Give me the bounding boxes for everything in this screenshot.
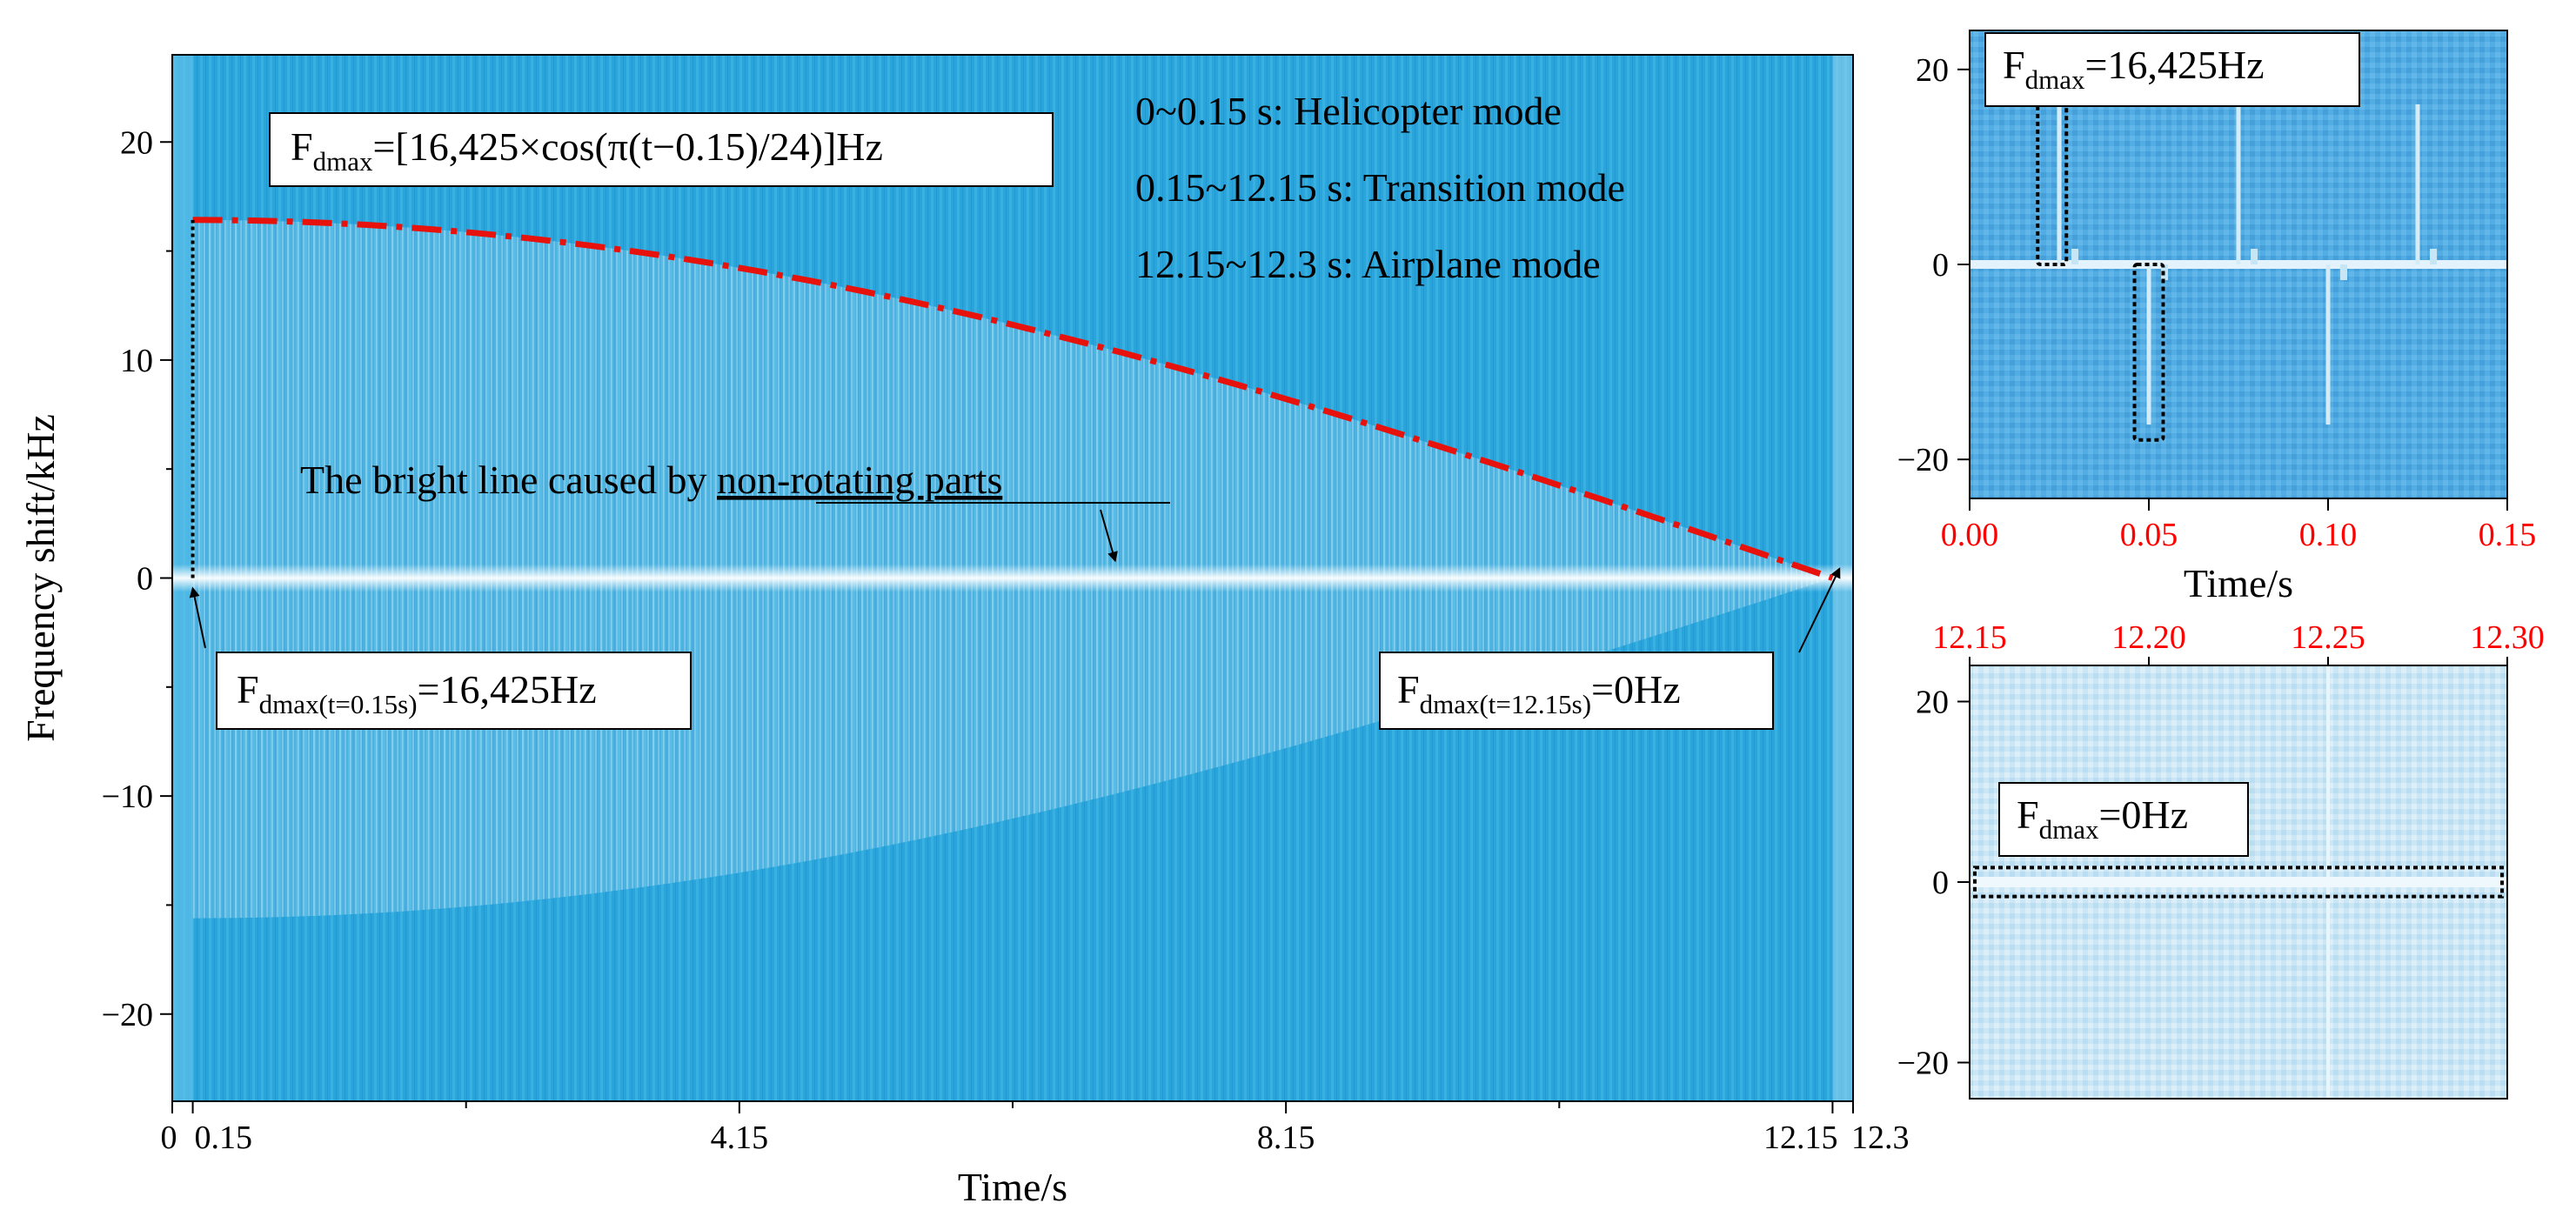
zoom1-y-tick-label: 20 [1916, 52, 1949, 89]
x-tick-label: 12.3 [1851, 1120, 1910, 1156]
zoom2-y-tick-label: 0 [1932, 865, 1949, 901]
x-tick-label: 8.15 [1257, 1120, 1315, 1156]
zoom2-x-tick-label: 12.15 [1932, 619, 2007, 656]
zoom2-label-sub: dmax [2039, 814, 2099, 845]
formula-label-main: F [291, 124, 313, 169]
zoom2-label-rest: =0Hz [2098, 792, 2188, 837]
zoom2-y-tick-label: −20 [1897, 1046, 1949, 1082]
bright-zero-line [172, 564, 1853, 592]
zoom2-highlight-box [1973, 866, 2504, 899]
mode-note: 0.15~12.15 s: Transition mode [1135, 165, 1625, 210]
zoom1-x-tick-label: 0.10 [2299, 517, 2358, 553]
airplane-zoom-panel: Fdmax=0Hz 20 0 −20 12.15 12.20 12.25 12.30 [1897, 619, 2545, 1100]
callout-end-label-main: F [1397, 667, 1420, 712]
y-tick-label: 0 [137, 561, 153, 598]
helicopter-zoom-panel: Fdmax=16,425Hz 20 0 −20 0.00 0.05 0.10 0.15 Time… [1897, 30, 2537, 605]
callout-start-arrow [189, 586, 206, 649]
callout-start-box [216, 652, 692, 730]
zoom1-label-box [1984, 32, 2360, 107]
zoom1-x-tick-label: 0.15 [2479, 517, 2537, 553]
zoom2-x-tick-label: 12.25 [2291, 619, 2365, 656]
zoom1-y-tick-label: −20 [1897, 442, 1949, 478]
flash-highlight-box [2132, 263, 2165, 442]
y-tick-label: −10 [102, 779, 153, 815]
main-spectrogram-panel: 20 10 0 −10 −20 0 0.15 4.15 8.15 12.15 12.3 Time/s F… [18, 54, 1910, 1209]
zoom2-label: Fdmax=0Hz [2017, 792, 2188, 845]
callout-start-label-main: F [237, 667, 259, 712]
zoom2-x-tick-label: 12.30 [2470, 619, 2545, 656]
formula-box [269, 112, 1054, 187]
zoom1-x-tick-label: 0.05 [2120, 517, 2178, 553]
zoom2-label-box [1998, 782, 2249, 857]
x-tick-label: 4.15 [711, 1120, 769, 1156]
fdmax-curve [192, 217, 1834, 581]
callout-end-arrow [1798, 567, 1841, 653]
callout-start-label-rest: =16,425Hz [418, 667, 597, 712]
bright-line-note-underlined: non-rotating parts [717, 458, 1002, 502]
bright-line-note-prefix: The bright line caused by [300, 458, 717, 502]
x-axis-title: Time/s [958, 1165, 1067, 1209]
callout-end-label-rest: =0Hz [1591, 667, 1681, 712]
zoom2-label-main: F [2017, 792, 2039, 837]
formula-label-sub: dmax [313, 146, 373, 177]
zoom1-x-tick-label: 0.00 [1941, 517, 1999, 553]
blade-flash-stub [2251, 249, 2258, 264]
mode-note: 12.15~12.3 s: Airplane mode [1135, 242, 1601, 286]
formula-label-rest: =[16,425×cos(π(t−0.15)/24)]Hz [372, 124, 882, 169]
zoom2-x-tick-label: 12.20 [2111, 619, 2186, 656]
callout-end-label: Fdmax(t=12.15s)=0Hz [1397, 667, 1681, 719]
callout-end-box [1379, 652, 1774, 730]
zoom1-label: Fdmax=16,425Hz [2003, 43, 2265, 95]
zoom1-y-tick-label: 0 [1932, 247, 1949, 284]
zoom1-label-sub: dmax [2025, 64, 2085, 95]
zoom1-label-main: F [2003, 43, 2025, 87]
mode-note: 0~0.15 s: Helicopter mode [1135, 89, 1562, 133]
bright-line-note: The bright line caused by non-rotating p… [300, 458, 1002, 502]
callout-start-label: Fdmax(t=0.15s)=16,425Hz [237, 667, 597, 719]
blade-flash-stub [2340, 264, 2347, 280]
x-tick-label: 12.15 [1763, 1120, 1838, 1156]
zoom1-label-rest: =16,425Hz [2084, 43, 2264, 87]
zoom2-y-tick-label: 20 [1916, 685, 1949, 721]
zoom1-x-axis-title: Time/s [2184, 561, 2293, 605]
x-tick-label: 0.15 [195, 1120, 253, 1156]
y-tick-label: −20 [102, 997, 153, 1033]
blade-flash-stub [2071, 249, 2078, 264]
bright-line-arrow [1100, 509, 1118, 563]
y-axis-title: Frequency shift/kHz [18, 414, 63, 742]
formula-label: Fdmax=[16,425×cos(π(t−0.15)/24)]Hz [291, 124, 883, 177]
x-tick-label: 0 [161, 1120, 177, 1156]
blade-flash-stub [2430, 249, 2437, 264]
callout-end-label-sub: dmax(t=12.15s) [1420, 689, 1591, 719]
y-tick-label: 10 [120, 343, 153, 379]
y-tick-label: 20 [120, 124, 153, 161]
zoom2-zero-line [1970, 877, 2507, 887]
callout-start-label-sub: dmax(t=0.15s) [259, 689, 418, 719]
